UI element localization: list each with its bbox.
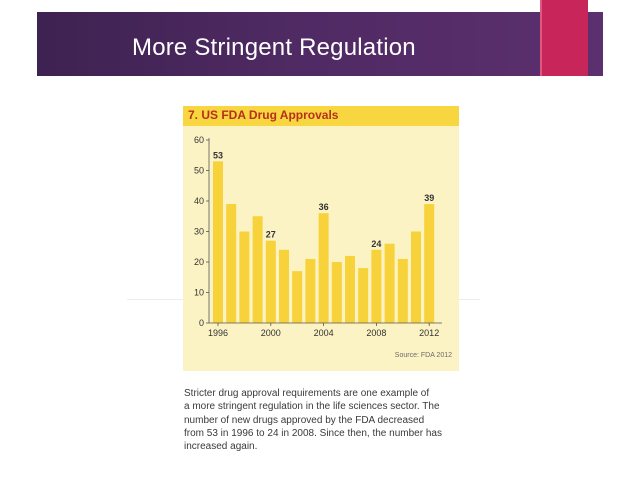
- caption-line: from 53 in 1996 to 24 in 2008. Since the…: [184, 427, 442, 439]
- data-label-2008: 24: [371, 239, 381, 249]
- bar-2010: [397, 258, 408, 323]
- chart-source: Source: FDA 2012: [395, 352, 452, 359]
- caption-line: a more stringent regulation in the life …: [184, 401, 440, 413]
- accent-tab: [540, 0, 588, 76]
- bar-2009: [384, 243, 395, 323]
- data-label-2004: 36: [319, 202, 329, 212]
- bar-2004: [318, 213, 329, 323]
- bar-1999: [252, 216, 263, 323]
- x-tick-label-2008: 2008: [366, 328, 386, 338]
- chart-caption: Stricter drug approval requirements are …: [184, 387, 464, 453]
- bar-2011: [411, 231, 421, 323]
- bar-1997: [226, 204, 237, 323]
- y-tick-label-40: 40: [194, 196, 204, 206]
- bar-2007: [358, 268, 369, 323]
- slide-title: More Stringent Regulation: [132, 34, 416, 61]
- bar-1998: [239, 231, 250, 323]
- bar-2006: [345, 255, 355, 323]
- caption-line: Stricter drug approval requirements are …: [184, 388, 430, 399]
- y-tick-label-0: 0: [199, 318, 204, 328]
- x-tick-label-2000: 2000: [261, 328, 281, 338]
- bar-2012: [424, 204, 435, 323]
- bar-2005: [331, 262, 342, 323]
- y-tick-label-20: 20: [194, 257, 204, 267]
- bar-1996: [213, 161, 223, 323]
- chart-header: [183, 106, 459, 126]
- data-label-2000: 27: [266, 230, 276, 240]
- caption-line: number of new drugs approved by the FDA …: [184, 414, 425, 426]
- data-label-2012: 39: [424, 193, 434, 203]
- x-tick-label-2004: 2004: [314, 328, 334, 338]
- y-tick-label-60: 60: [194, 135, 204, 145]
- bar-2003: [305, 258, 316, 323]
- bar-2002: [292, 271, 303, 323]
- caption-line: increased again.: [184, 441, 258, 453]
- title-banner: [37, 12, 603, 76]
- chart-title: 7. US FDA Drug Approvals: [188, 108, 339, 122]
- x-tick-label-2012: 2012: [419, 328, 439, 338]
- y-tick-label-50: 50: [194, 166, 204, 176]
- data-label-1996: 53: [213, 150, 223, 160]
- y-tick-label-10: 10: [194, 288, 204, 298]
- bar-2008: [371, 249, 382, 323]
- bar-2000: [265, 240, 276, 323]
- bar-2001: [279, 249, 289, 323]
- x-tick-label-1996: 1996: [208, 328, 228, 338]
- y-tick-label-30: 30: [194, 227, 204, 237]
